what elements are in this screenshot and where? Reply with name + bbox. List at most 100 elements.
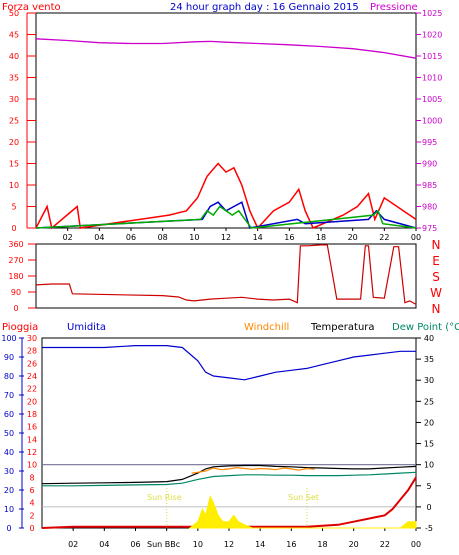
temp-x-tick-label: 00: [411, 540, 421, 549]
temp-x-tick-label: 16: [286, 540, 296, 549]
temperature-tick-label: 0: [426, 503, 431, 512]
humidity-tick-label: 10: [4, 505, 14, 514]
wind-x-tick-label: 14: [253, 233, 263, 242]
pressure-right-tick-label: 985: [422, 181, 437, 190]
humidity-tick-label: 0: [6, 524, 11, 533]
direction-compass-label: W: [430, 286, 442, 300]
wind-series-line: [35, 201, 417, 229]
wind-left-tick-label: 25: [9, 117, 19, 126]
wind-x-tick-label: 04: [94, 233, 104, 242]
temp-rain-series: [41, 345, 417, 529]
temp-x-tick-label: 06: [130, 540, 140, 549]
temperature-tick-label: 25: [424, 397, 434, 406]
temp-x-axis-ticks: 02 04 06 10 12 14 16 18 20 22 00: [68, 528, 421, 549]
temperature-tick-label: 15: [424, 440, 434, 449]
direction-compass-label: E: [432, 254, 440, 268]
wind-x-tick-label: 02: [63, 233, 73, 242]
pressure-right-tick-label: 980: [422, 203, 437, 212]
wind-left-tick-label: 0: [11, 224, 16, 233]
rain-tick-label: 20: [27, 397, 37, 406]
temp-rain-panel: Pioggia Umidita Windchill Temperatura De…: [1, 322, 459, 549]
humidity-tick-label: 90: [4, 353, 14, 362]
temperature-tick-label: 5: [426, 482, 431, 491]
wind-x-tick-label: 08: [158, 233, 168, 242]
wind-x-axis-ticks: 02 04 06 08 10 12 14 16 18 20 22 00: [63, 228, 421, 242]
direction-series-line: [35, 244, 417, 305]
pressure-right-tick-label: 1005: [422, 95, 442, 104]
humidity-axis-ticks: 0 10 20 30 40 50 60 70 80 90 100: [1, 334, 24, 533]
windchill-label: Windchill: [244, 322, 289, 333]
temp-x-tick-label: 04: [99, 540, 109, 549]
temperature-tick-label: 10: [424, 461, 434, 470]
humidity-tick-label: 20: [4, 486, 14, 495]
wind-x-tick-label: 06: [126, 233, 136, 242]
dewpoint-label: Dew Point (°C: [392, 322, 459, 333]
rain-tick-label: 12: [27, 448, 37, 457]
wind-series-line: [35, 205, 417, 229]
temp-x-tick-label: 14: [255, 540, 265, 549]
wind-left-axis-ticks: 0 5 10 15 20 25 30 35 40 45 50: [9, 9, 36, 233]
wind-left-tick-label: 40: [9, 52, 19, 61]
direction-left-tick-label: 360: [8, 240, 23, 249]
rain-label: Pioggia: [2, 322, 38, 333]
temp-x-tick-label: 12: [224, 540, 234, 549]
sun-bbc-label: Sun BBc: [147, 540, 180, 549]
pressure-right-label: Pressione: [370, 2, 418, 13]
pressure-right-tick-label: 990: [422, 160, 437, 169]
pressure-right-tick-label: 1010: [422, 74, 442, 83]
pressure-right-axis-ticks: 975 980 985 990 995 1000 1005 1010 1015 1020 1025: [416, 9, 442, 233]
sun-set-label: Sun Set: [288, 493, 319, 502]
wind-x-tick-label: 16: [284, 233, 294, 242]
wind-x-tick-label: 22: [379, 233, 389, 242]
temperature-tick-label: 35: [424, 355, 434, 364]
pressure-right-tick-label: 1020: [422, 31, 442, 40]
temp-x-tick-label: 10: [193, 540, 203, 549]
temperature-tick-label: 20: [424, 418, 434, 427]
direction-compass-label: N: [432, 238, 441, 252]
rain-tick-label: 26: [27, 359, 37, 368]
direction-compass-label: S: [432, 270, 440, 284]
temperature-axis-ticks: -5 0 5 10 15 20 25 30 35 40: [416, 334, 434, 533]
wind-series-line: [35, 162, 417, 230]
rain-tick-label: 10: [27, 461, 37, 470]
temp-x-tick-label: 20: [349, 540, 359, 549]
wind-left-label: Forza vento: [2, 2, 61, 13]
wind-x-tick-label: 12: [221, 233, 231, 242]
humidity-tick-label: 70: [4, 391, 14, 400]
temperature-tick-label: 40: [424, 334, 434, 343]
pressure-right-tick-label: 1000: [422, 117, 442, 126]
temp-x-tick-label: 22: [380, 540, 390, 549]
rain-tick-label: 2: [29, 511, 34, 520]
sun-rise-label: Sun Rise: [147, 493, 182, 502]
direction-left-tick-label: 90: [11, 288, 21, 297]
wind-left-tick-label: 5: [11, 203, 16, 212]
humidity-tick-label: 60: [4, 410, 14, 419]
humidity-tick-label: 50: [4, 429, 14, 438]
temperature-tick-label: -5: [425, 524, 433, 533]
rain-intensity-area: [188, 494, 417, 529]
wind-left-tick-label: 15: [9, 160, 19, 169]
rain-tick-label: 18: [27, 410, 37, 419]
temp-rain-series-line: [42, 345, 416, 381]
temp-plot-area: [41, 337, 417, 529]
rain-tick-label: 4: [29, 499, 34, 508]
temperature-label: Temperatura: [310, 322, 375, 333]
direction-left-tick-label: 0: [13, 304, 18, 313]
rain-tick-label: 30: [27, 334, 37, 343]
wind-plot-area: [35, 12, 417, 229]
rain-tick-label: 14: [27, 435, 37, 444]
rain-tick-label: 6: [29, 486, 34, 495]
direction-left-axis-ticks: 0 90 180 270 360: [8, 240, 36, 313]
pressure-right-tick-label: 975: [422, 224, 437, 233]
temp-x-tick-label: 18: [317, 540, 327, 549]
humidity-label: Umidita: [67, 322, 106, 333]
wind-pressure-panel: Forza vento 24 hour graph day : 16 Genna…: [2, 2, 442, 242]
chart-title: 24 hour graph day : 16 Gennaio 2015: [170, 2, 359, 13]
wind-left-tick-label: 50: [9, 9, 19, 18]
pressure-right-tick-label: 1025: [422, 9, 442, 18]
pressure-right-tick-label: 1015: [422, 52, 442, 61]
temp-rain-series-line: [41, 464, 417, 485]
temp-rain-series-line: [42, 471, 417, 487]
